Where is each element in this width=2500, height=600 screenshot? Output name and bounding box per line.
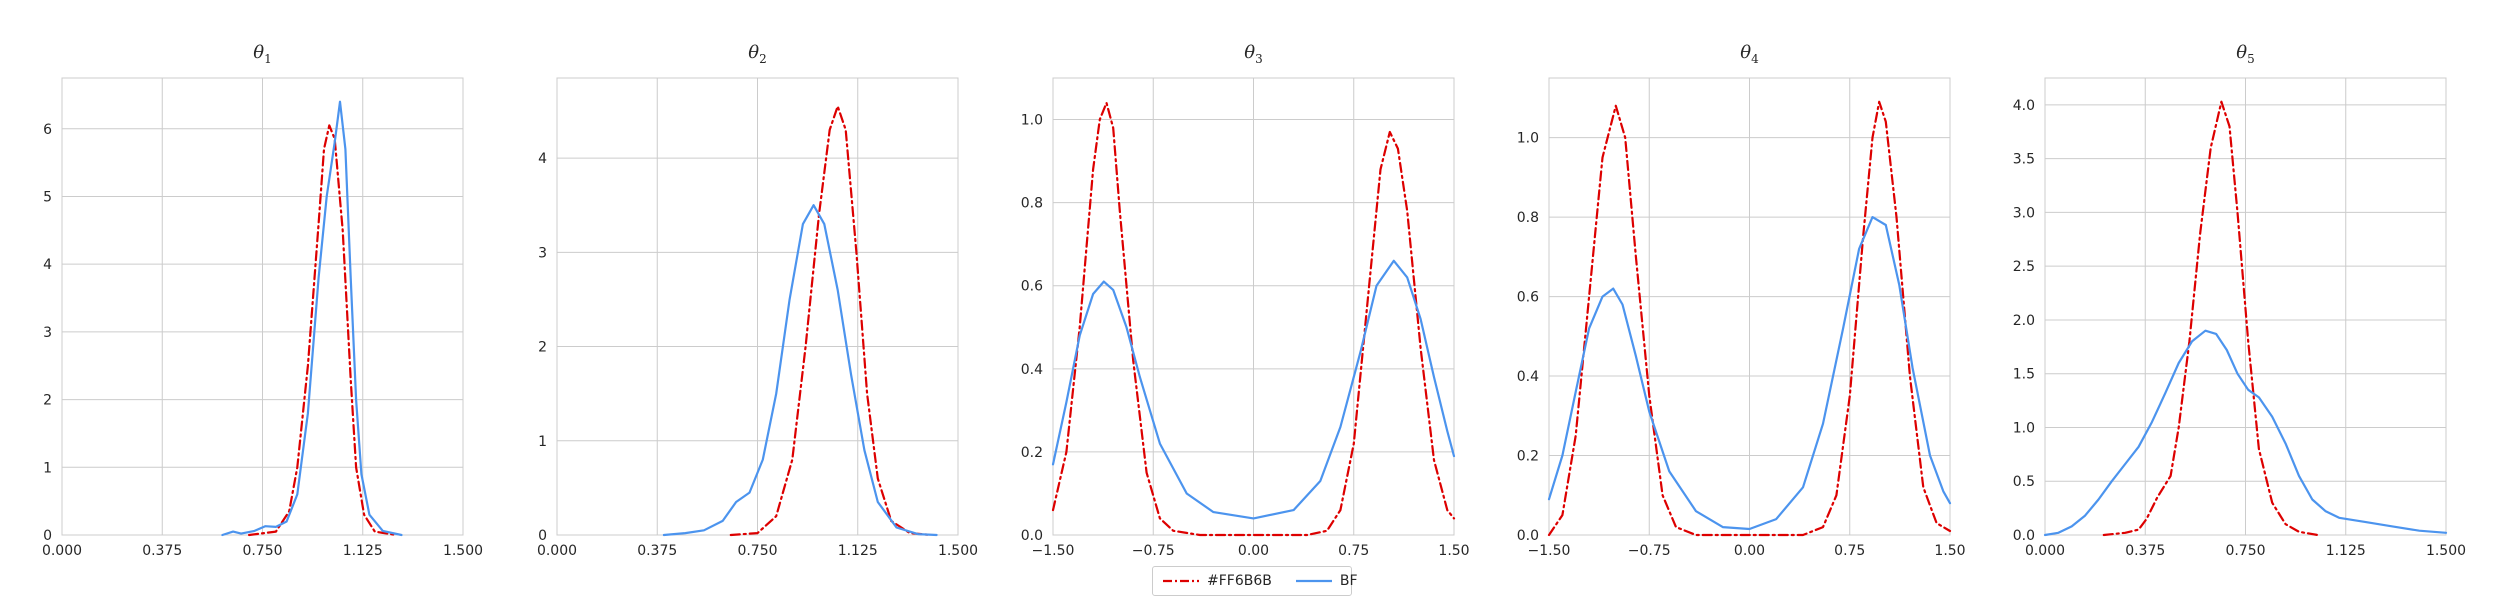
y-tick-label-4: 0.4 xyxy=(1517,369,1539,385)
x-tick-label-4: −0.75 xyxy=(1628,543,1671,559)
x-tick-label-2: 0.750 xyxy=(737,543,777,559)
series-line-bf-1 xyxy=(221,100,403,537)
chart-title-5: θ5 xyxy=(2236,42,2254,66)
legend-label-series-2: BF xyxy=(1339,573,1358,589)
y-tick-label-3: 1.0 xyxy=(1021,113,1043,129)
y-tick-label-4: 1.0 xyxy=(1517,131,1539,147)
y-tick-label-2: 2 xyxy=(538,340,547,356)
x-tick-label-1: 1.125 xyxy=(343,543,383,559)
y-tick-label-4: 0.0 xyxy=(1517,528,1539,544)
x-tick-label-4: −1.50 xyxy=(1528,543,1571,559)
x-tick-label-2: 1.500 xyxy=(938,543,978,559)
y-tick-label-5: 1.0 xyxy=(2013,420,2035,436)
legend-item-series-1: #FF6B6B xyxy=(1163,573,1272,589)
y-tick-label-3: 0.6 xyxy=(1021,279,1043,295)
x-tick-label-5: 0.375 xyxy=(2125,543,2165,559)
x-tick-label-3: 0.00 xyxy=(1238,543,1269,559)
y-tick-label-2: 3 xyxy=(538,245,547,261)
legend-label-series-1: #FF6B6B xyxy=(1207,573,1272,589)
x-tick-label-1: 0.000 xyxy=(42,543,82,559)
x-tick-label-5: 0.750 xyxy=(2225,543,2265,559)
y-tick-label-1: 2 xyxy=(43,393,52,409)
chart-title-subscript-4: 4 xyxy=(1751,52,1759,66)
x-tick-label-4: 1.50 xyxy=(1934,543,1965,559)
x-tick-label-2: 0.375 xyxy=(637,543,677,559)
y-tick-label-1: 1 xyxy=(43,460,52,476)
x-tick-label-5: 1.500 xyxy=(2426,543,2466,559)
y-tick-label-1: 5 xyxy=(43,189,52,205)
y-tick-label-5: 3.0 xyxy=(2013,205,2035,221)
series-line-a-4 xyxy=(1547,100,1952,537)
y-tick-label-5: 3.5 xyxy=(2013,152,2035,168)
y-tick-label-5: 2.0 xyxy=(2013,313,2035,329)
chart-title-subscript-3: 3 xyxy=(1255,52,1263,66)
series-line-bf-5 xyxy=(2043,329,2448,537)
y-tick-label-1: 4 xyxy=(43,257,52,273)
y-tick-label-4: 0.6 xyxy=(1517,290,1539,306)
x-tick-label-2: 1.125 xyxy=(838,543,878,559)
x-tick-label-3: −1.50 xyxy=(1032,543,1075,559)
x-tick-label-3: 1.50 xyxy=(1438,543,1469,559)
series-line-bf-4 xyxy=(1547,216,1952,531)
y-tick-label-2: 0 xyxy=(538,528,547,544)
x-tick-label-3: −0.75 xyxy=(1132,543,1175,559)
x-tick-label-4: 0.00 xyxy=(1734,543,1765,559)
y-tick-label-3: 0.0 xyxy=(1021,528,1043,544)
chart-title-4: θ4 xyxy=(1740,42,1759,66)
series-line-bf-2 xyxy=(662,204,938,537)
x-tick-label-3: 0.75 xyxy=(1338,543,1369,559)
series-line-a-3 xyxy=(1051,101,1456,537)
x-tick-label-4: 0.75 xyxy=(1834,543,1865,559)
chart-title-2: θ2 xyxy=(748,42,766,66)
x-tick-label-5: 0.000 xyxy=(2025,543,2065,559)
legend: #FF6B6B BF xyxy=(1152,566,1358,596)
y-tick-label-1: 0 xyxy=(43,528,52,544)
legend-swatch-dashdot-icon xyxy=(1163,579,1199,583)
series-line-a-1 xyxy=(248,124,398,537)
y-tick-label-3: 0.4 xyxy=(1021,362,1043,378)
chart-title-1: θ1 xyxy=(253,42,271,66)
series-line-a-5 xyxy=(2102,100,2319,537)
x-tick-label-1: 0.375 xyxy=(142,543,182,559)
x-tick-label-5: 1.125 xyxy=(2326,543,2366,559)
chart-title-3: θ3 xyxy=(1244,42,1262,66)
series-line-a-2 xyxy=(729,105,933,537)
chart-title-subscript-1: 1 xyxy=(264,52,272,66)
legend-swatch-solid-icon xyxy=(1295,579,1332,583)
y-tick-label-4: 0.2 xyxy=(1517,449,1539,465)
chart-title-subscript-5: 5 xyxy=(2247,52,2255,66)
y-tick-label-3: 0.2 xyxy=(1021,445,1043,461)
y-tick-label-5: 0.5 xyxy=(2013,474,2035,490)
x-tick-label-2: 0.000 xyxy=(537,543,577,559)
x-tick-label-1: 1.500 xyxy=(443,543,483,559)
y-tick-label-5: 4.0 xyxy=(2013,98,2035,114)
y-tick-label-1: 3 xyxy=(43,325,52,341)
y-tick-label-4: 0.8 xyxy=(1517,210,1539,226)
chart-title-subscript-2: 2 xyxy=(759,52,767,66)
y-tick-label-1: 6 xyxy=(43,122,52,138)
y-tick-label-3: 0.8 xyxy=(1021,196,1043,212)
y-tick-label-5: 1.5 xyxy=(2013,367,2035,383)
x-tick-label-1: 0.750 xyxy=(242,543,282,559)
y-tick-label-2: 4 xyxy=(538,151,547,167)
y-tick-label-5: 0.0 xyxy=(2013,528,2035,544)
y-tick-label-5: 2.5 xyxy=(2013,259,2035,275)
y-tick-label-2: 1 xyxy=(538,434,547,450)
series-line-bf-3 xyxy=(1051,259,1456,520)
legend-item-series-2: BF xyxy=(1295,573,1358,589)
